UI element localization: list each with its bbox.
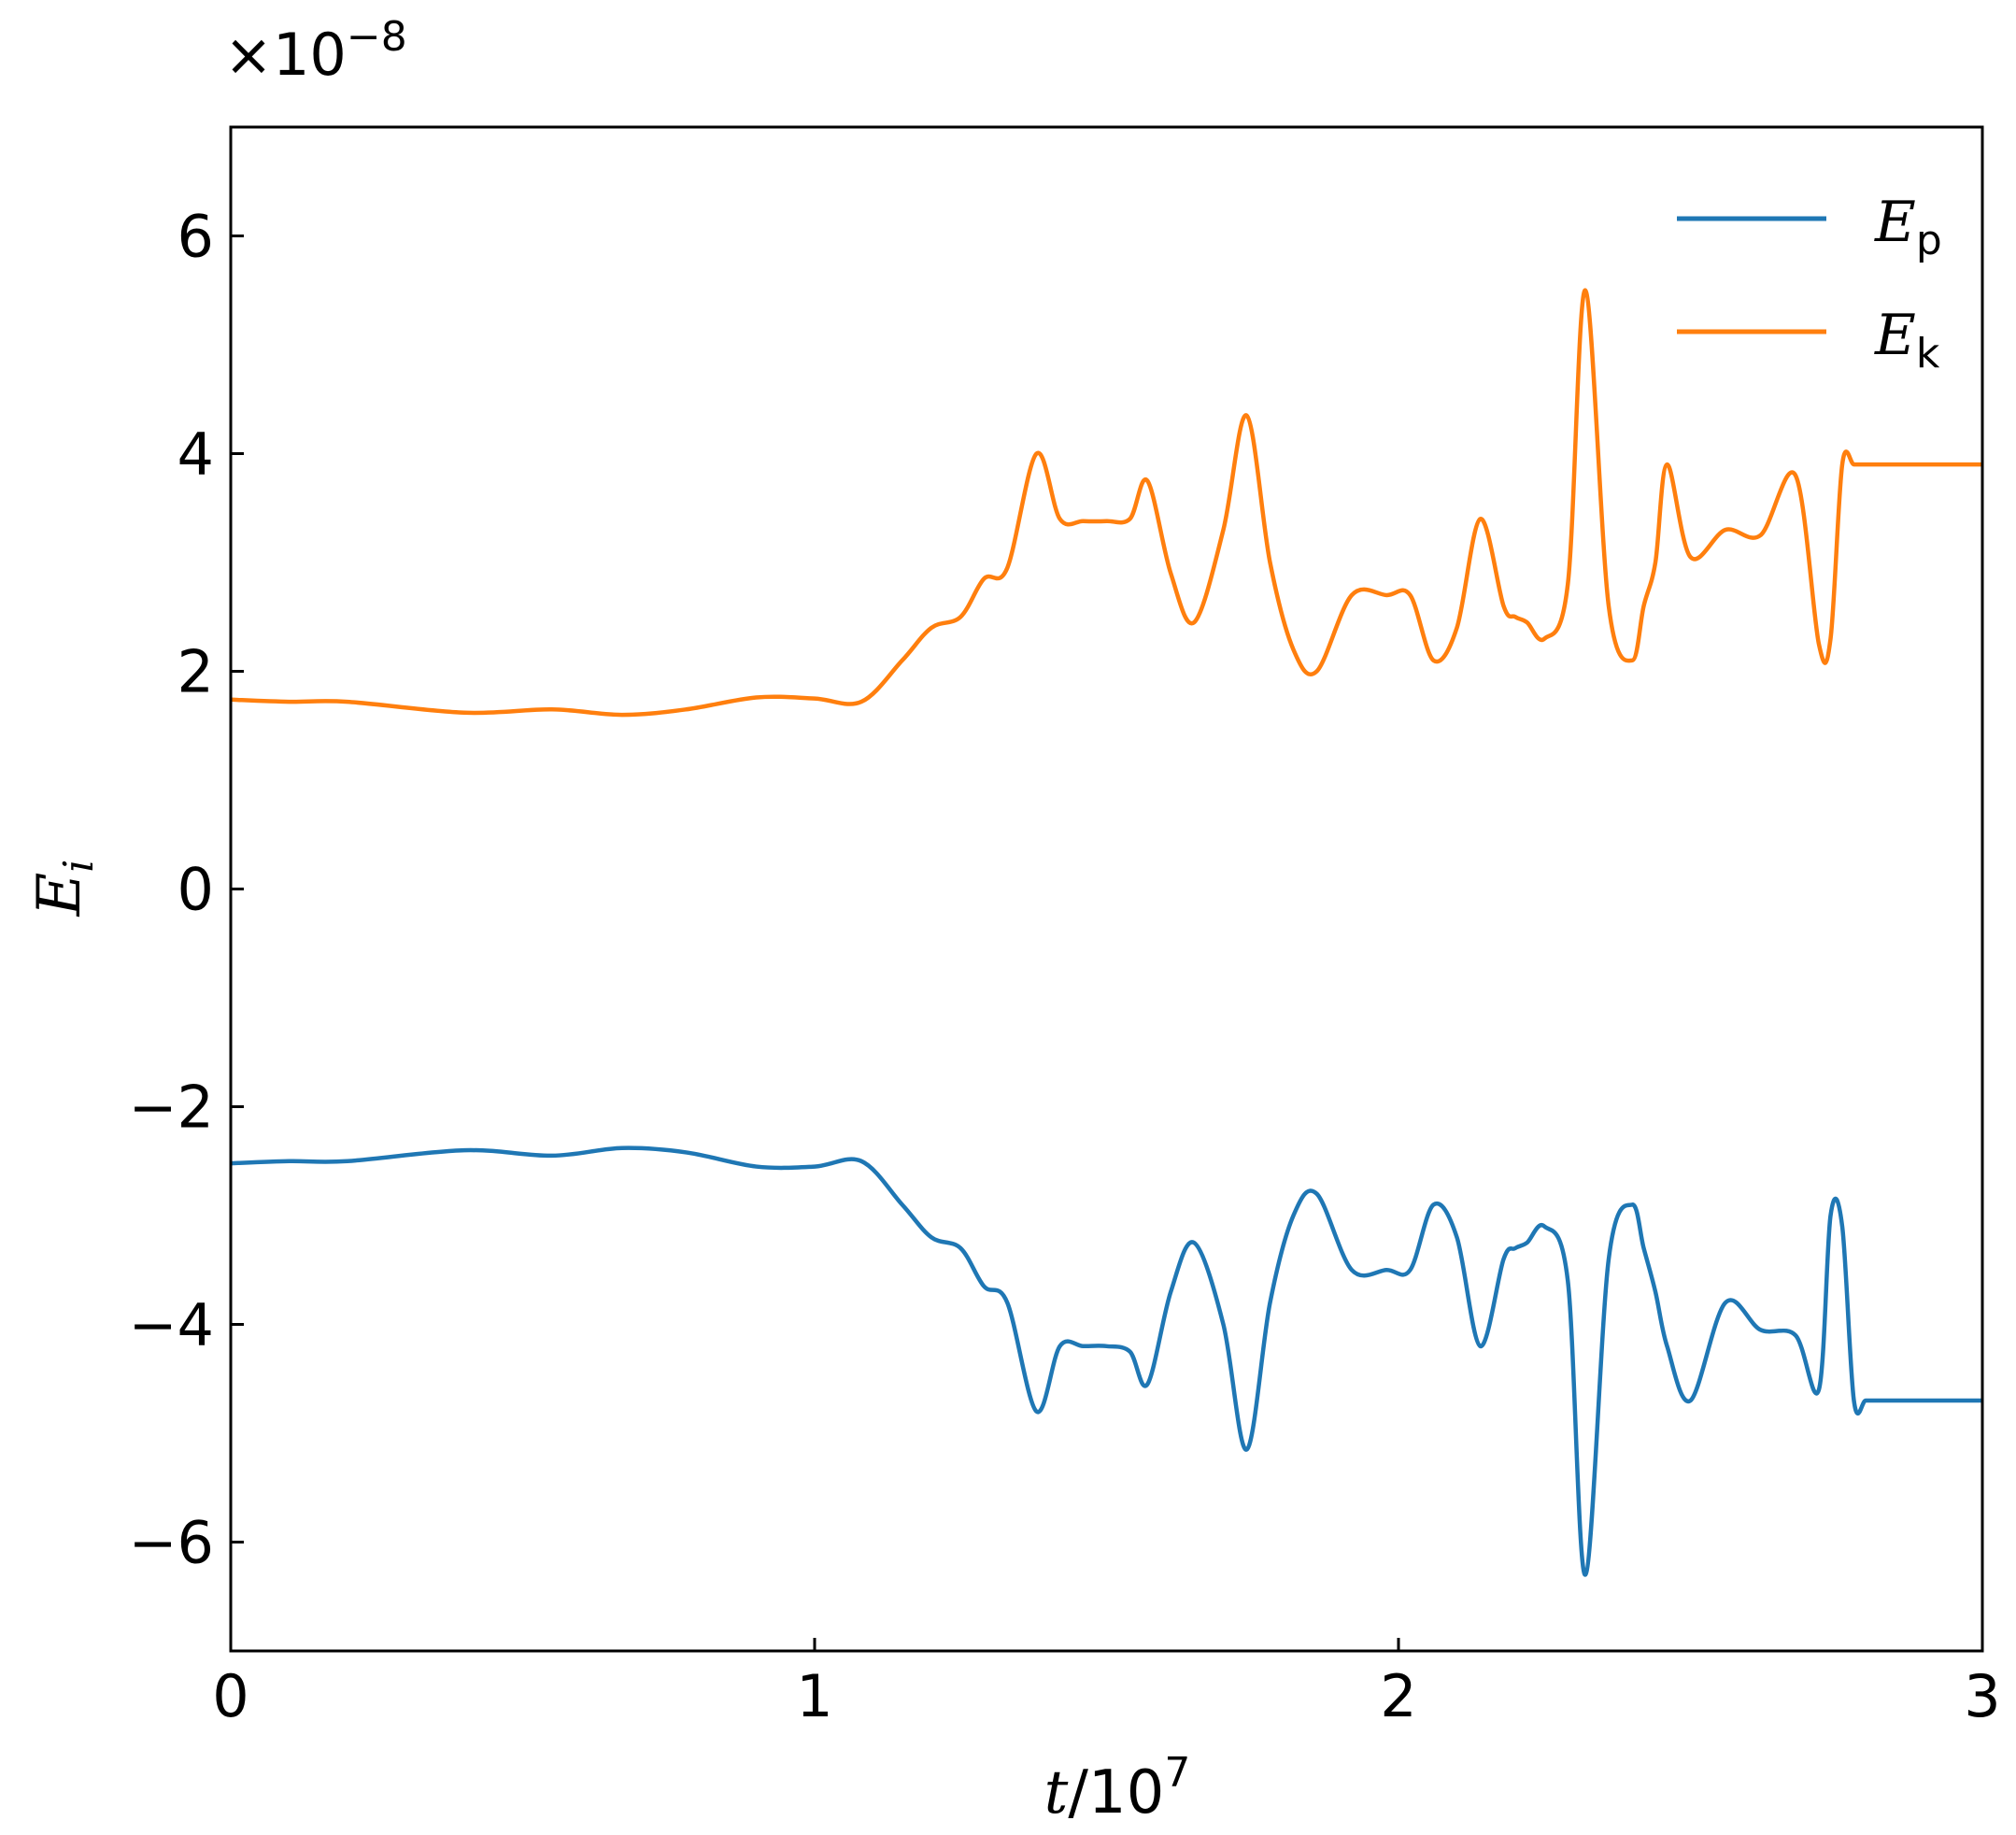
- x-axis-label: t/107: [1044, 1749, 1191, 1828]
- x-axis-sep: /10: [1068, 1758, 1164, 1828]
- x-tick-label: 1: [796, 1662, 832, 1730]
- ticks-layer: 0 1 2 3 −6 −4 −2 0 2 4 6: [129, 203, 2001, 1731]
- legend-ek-var: E: [1874, 303, 1916, 368]
- legend: Ep Ek: [1677, 190, 1942, 377]
- y-tick-label: −2: [129, 1074, 214, 1142]
- x-tick-label: 0: [212, 1662, 248, 1730]
- y-tick-label: 2: [177, 638, 214, 706]
- legend-ep-var: E: [1874, 190, 1916, 255]
- y-axis-var: E: [25, 873, 94, 918]
- y-tick-label: 4: [177, 420, 214, 489]
- series-line-ep: [230, 1145, 1982, 1577]
- y-offset-text: ×10−8: [224, 13, 407, 89]
- legend-label-ep: Ep: [1874, 190, 1942, 264]
- series-line-ek: [230, 288, 1982, 718]
- offset-prefix: ×10: [224, 21, 347, 89]
- offset-exponent: −8: [347, 13, 407, 61]
- legend-ek-sub: k: [1916, 330, 1940, 377]
- x-axis-var: t: [1044, 1758, 1069, 1828]
- y-tick-label: 0: [177, 856, 214, 924]
- y-tick-label: −4: [129, 1291, 214, 1359]
- x-tick-label: 3: [1964, 1662, 2000, 1730]
- y-axis-sub: i: [55, 860, 103, 873]
- legend-label-ek: Ek: [1874, 303, 1940, 377]
- y-tick-label: −6: [129, 1509, 214, 1577]
- x-axis-exp: 7: [1164, 1749, 1190, 1797]
- legend-ep-sub: p: [1916, 217, 1942, 264]
- series-layer: [230, 288, 1982, 1577]
- y-tick-label: 6: [177, 203, 214, 271]
- x-tick-label: 2: [1380, 1662, 1416, 1730]
- y-axis-label: Ei: [25, 860, 103, 918]
